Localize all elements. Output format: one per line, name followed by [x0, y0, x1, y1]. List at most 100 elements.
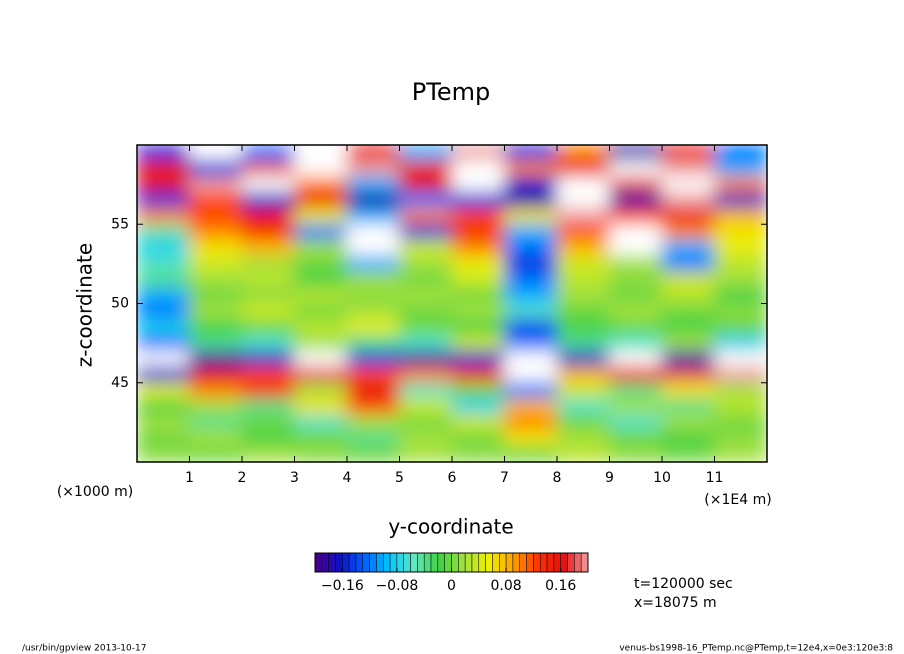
cell — [399, 366, 453, 384]
colorbar: −0.16 −0.08 0 0.08 0.16 — [314, 552, 589, 594]
colorbar-cell — [342, 552, 350, 573]
cell — [241, 176, 295, 194]
x-tick-label: 2 — [238, 470, 247, 486]
cell — [346, 398, 400, 415]
colorbar-cell — [574, 552, 582, 573]
cell — [137, 350, 190, 368]
colorbar-cell — [389, 552, 398, 573]
cell — [346, 271, 400, 289]
cell — [451, 445, 505, 462]
cell — [241, 223, 295, 241]
colorbar-cell — [369, 552, 377, 573]
cell — [556, 176, 610, 194]
cell — [609, 287, 663, 304]
colorbar-cell — [580, 552, 589, 573]
colorbar-cell — [396, 552, 404, 573]
cell — [137, 398, 190, 415]
cell — [556, 207, 610, 225]
cell — [189, 255, 243, 273]
cell — [451, 398, 505, 415]
cell — [609, 429, 663, 447]
cell — [294, 398, 348, 415]
cell — [241, 271, 295, 289]
cell — [609, 398, 663, 415]
plot-area — [137, 145, 767, 462]
cell — [346, 366, 400, 384]
cell — [504, 334, 558, 352]
cell — [137, 255, 190, 273]
cell — [399, 382, 453, 400]
x-tick-label: 8 — [553, 470, 562, 486]
cell — [714, 318, 767, 336]
cell — [504, 350, 558, 368]
cell — [399, 192, 453, 209]
colorbar-tick-label: −0.16 — [321, 578, 364, 594]
cell — [241, 287, 295, 304]
cell — [241, 445, 295, 462]
cell — [661, 350, 715, 368]
cell — [399, 207, 453, 225]
cell — [399, 223, 453, 241]
cell — [399, 239, 453, 257]
colorbar-cell — [546, 552, 555, 573]
x-unit: (×1E4 m) — [704, 492, 771, 508]
cell — [137, 318, 190, 336]
cell — [556, 255, 610, 273]
cell — [451, 160, 505, 178]
cell — [399, 255, 453, 273]
cell — [556, 160, 610, 178]
colorbar-cell — [335, 552, 343, 573]
cell — [451, 287, 505, 304]
cell — [504, 398, 558, 415]
cell — [346, 192, 400, 209]
cell — [294, 176, 348, 194]
cell — [294, 239, 348, 257]
cell — [556, 445, 610, 462]
cell — [451, 334, 505, 352]
cell — [241, 398, 295, 415]
cell — [556, 145, 610, 162]
cell — [399, 287, 453, 304]
cell — [346, 413, 400, 431]
cell — [609, 192, 663, 209]
annotation: t=120000 sec — [634, 576, 733, 592]
cell — [241, 413, 295, 431]
cell — [504, 318, 558, 336]
cell — [294, 160, 348, 178]
colorbar-cell — [417, 552, 425, 573]
cell — [661, 255, 715, 273]
cell — [346, 382, 400, 400]
cell — [137, 334, 190, 352]
cell — [661, 382, 715, 400]
cell — [451, 145, 505, 162]
cell — [399, 160, 453, 178]
cell — [189, 239, 243, 257]
cell — [241, 429, 295, 447]
cell — [399, 303, 453, 320]
x-tick-label: 5 — [395, 470, 404, 486]
cell — [609, 145, 663, 162]
colorbar-cell — [321, 552, 329, 573]
cell — [661, 445, 715, 462]
cell — [504, 176, 558, 194]
cell — [451, 239, 505, 257]
cell — [609, 160, 663, 178]
cell — [346, 176, 400, 194]
cell — [294, 382, 348, 400]
cell — [714, 350, 767, 368]
colorbar-cell — [423, 552, 432, 573]
colorbar-tick-label: 0.16 — [545, 578, 576, 594]
cell — [189, 223, 243, 241]
cell — [189, 334, 243, 352]
cell — [399, 318, 453, 336]
cell — [189, 413, 243, 431]
cell — [241, 192, 295, 209]
cell — [661, 160, 715, 178]
cell — [661, 192, 715, 209]
cell — [714, 413, 767, 431]
cell — [241, 207, 295, 225]
cell — [399, 350, 453, 368]
cell — [346, 160, 400, 178]
cell — [294, 223, 348, 241]
cell — [451, 413, 505, 431]
